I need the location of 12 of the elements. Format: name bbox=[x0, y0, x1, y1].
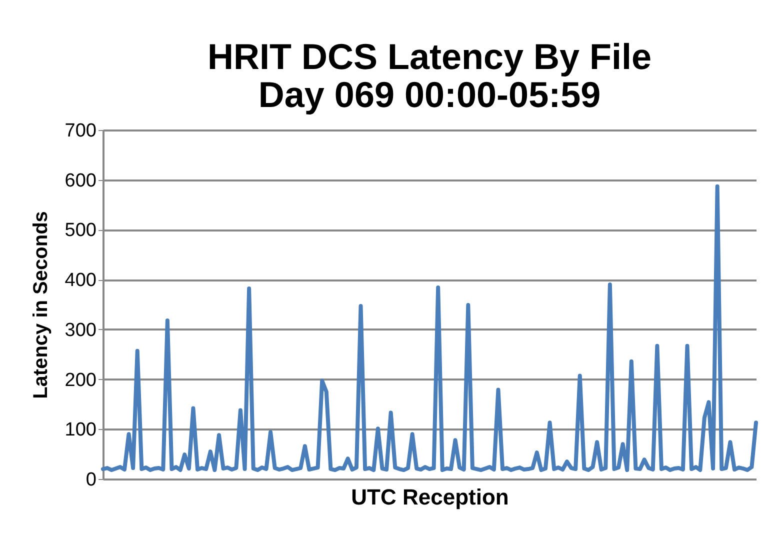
y-tick-label: 300 bbox=[64, 320, 96, 341]
line-series bbox=[101, 184, 758, 472]
y-tick-label: 200 bbox=[64, 370, 96, 391]
y-tick-label: 400 bbox=[64, 270, 96, 292]
y-tick-label: 0 bbox=[86, 470, 96, 490]
y-tick-label: 700 bbox=[64, 120, 96, 142]
x-axis-title: UTC Reception bbox=[351, 484, 509, 510]
y-axis-title: Latency in Seconds bbox=[30, 211, 52, 399]
chart-title: HRIT DCS Latency By File bbox=[207, 36, 652, 77]
y-tick-label: 100 bbox=[64, 420, 96, 441]
y-tick-label: 600 bbox=[64, 170, 96, 192]
y-tick-label: 500 bbox=[64, 220, 96, 242]
